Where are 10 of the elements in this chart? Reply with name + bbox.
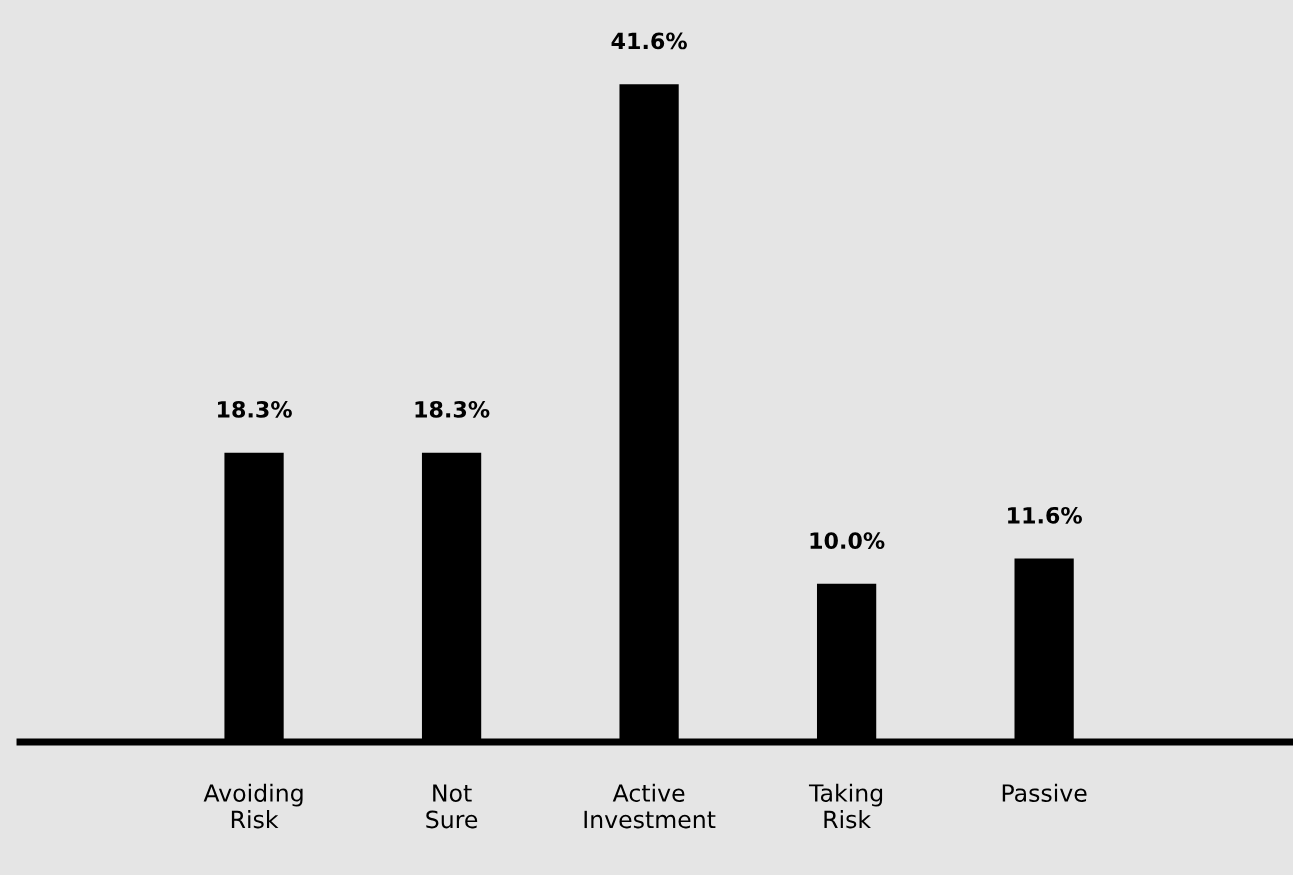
- x-tick-label: Passive: [1002, 783, 1087, 802]
- x-tick-label: Taking Risk: [808, 783, 883, 829]
- data-label: 18.3%: [415, 400, 490, 418]
- x-tick-label: Active Investment: [584, 783, 716, 829]
- data-label: 11.6%: [1008, 506, 1082, 524]
- data-label: 18.3%: [218, 400, 292, 418]
- data-label: 10.0%: [810, 532, 885, 550]
- x-tick-label: Avoiding Risk: [203, 783, 303, 829]
- data-label: 41.6%: [611, 32, 687, 50]
- x-tick-label: Not Sure: [426, 784, 478, 829]
